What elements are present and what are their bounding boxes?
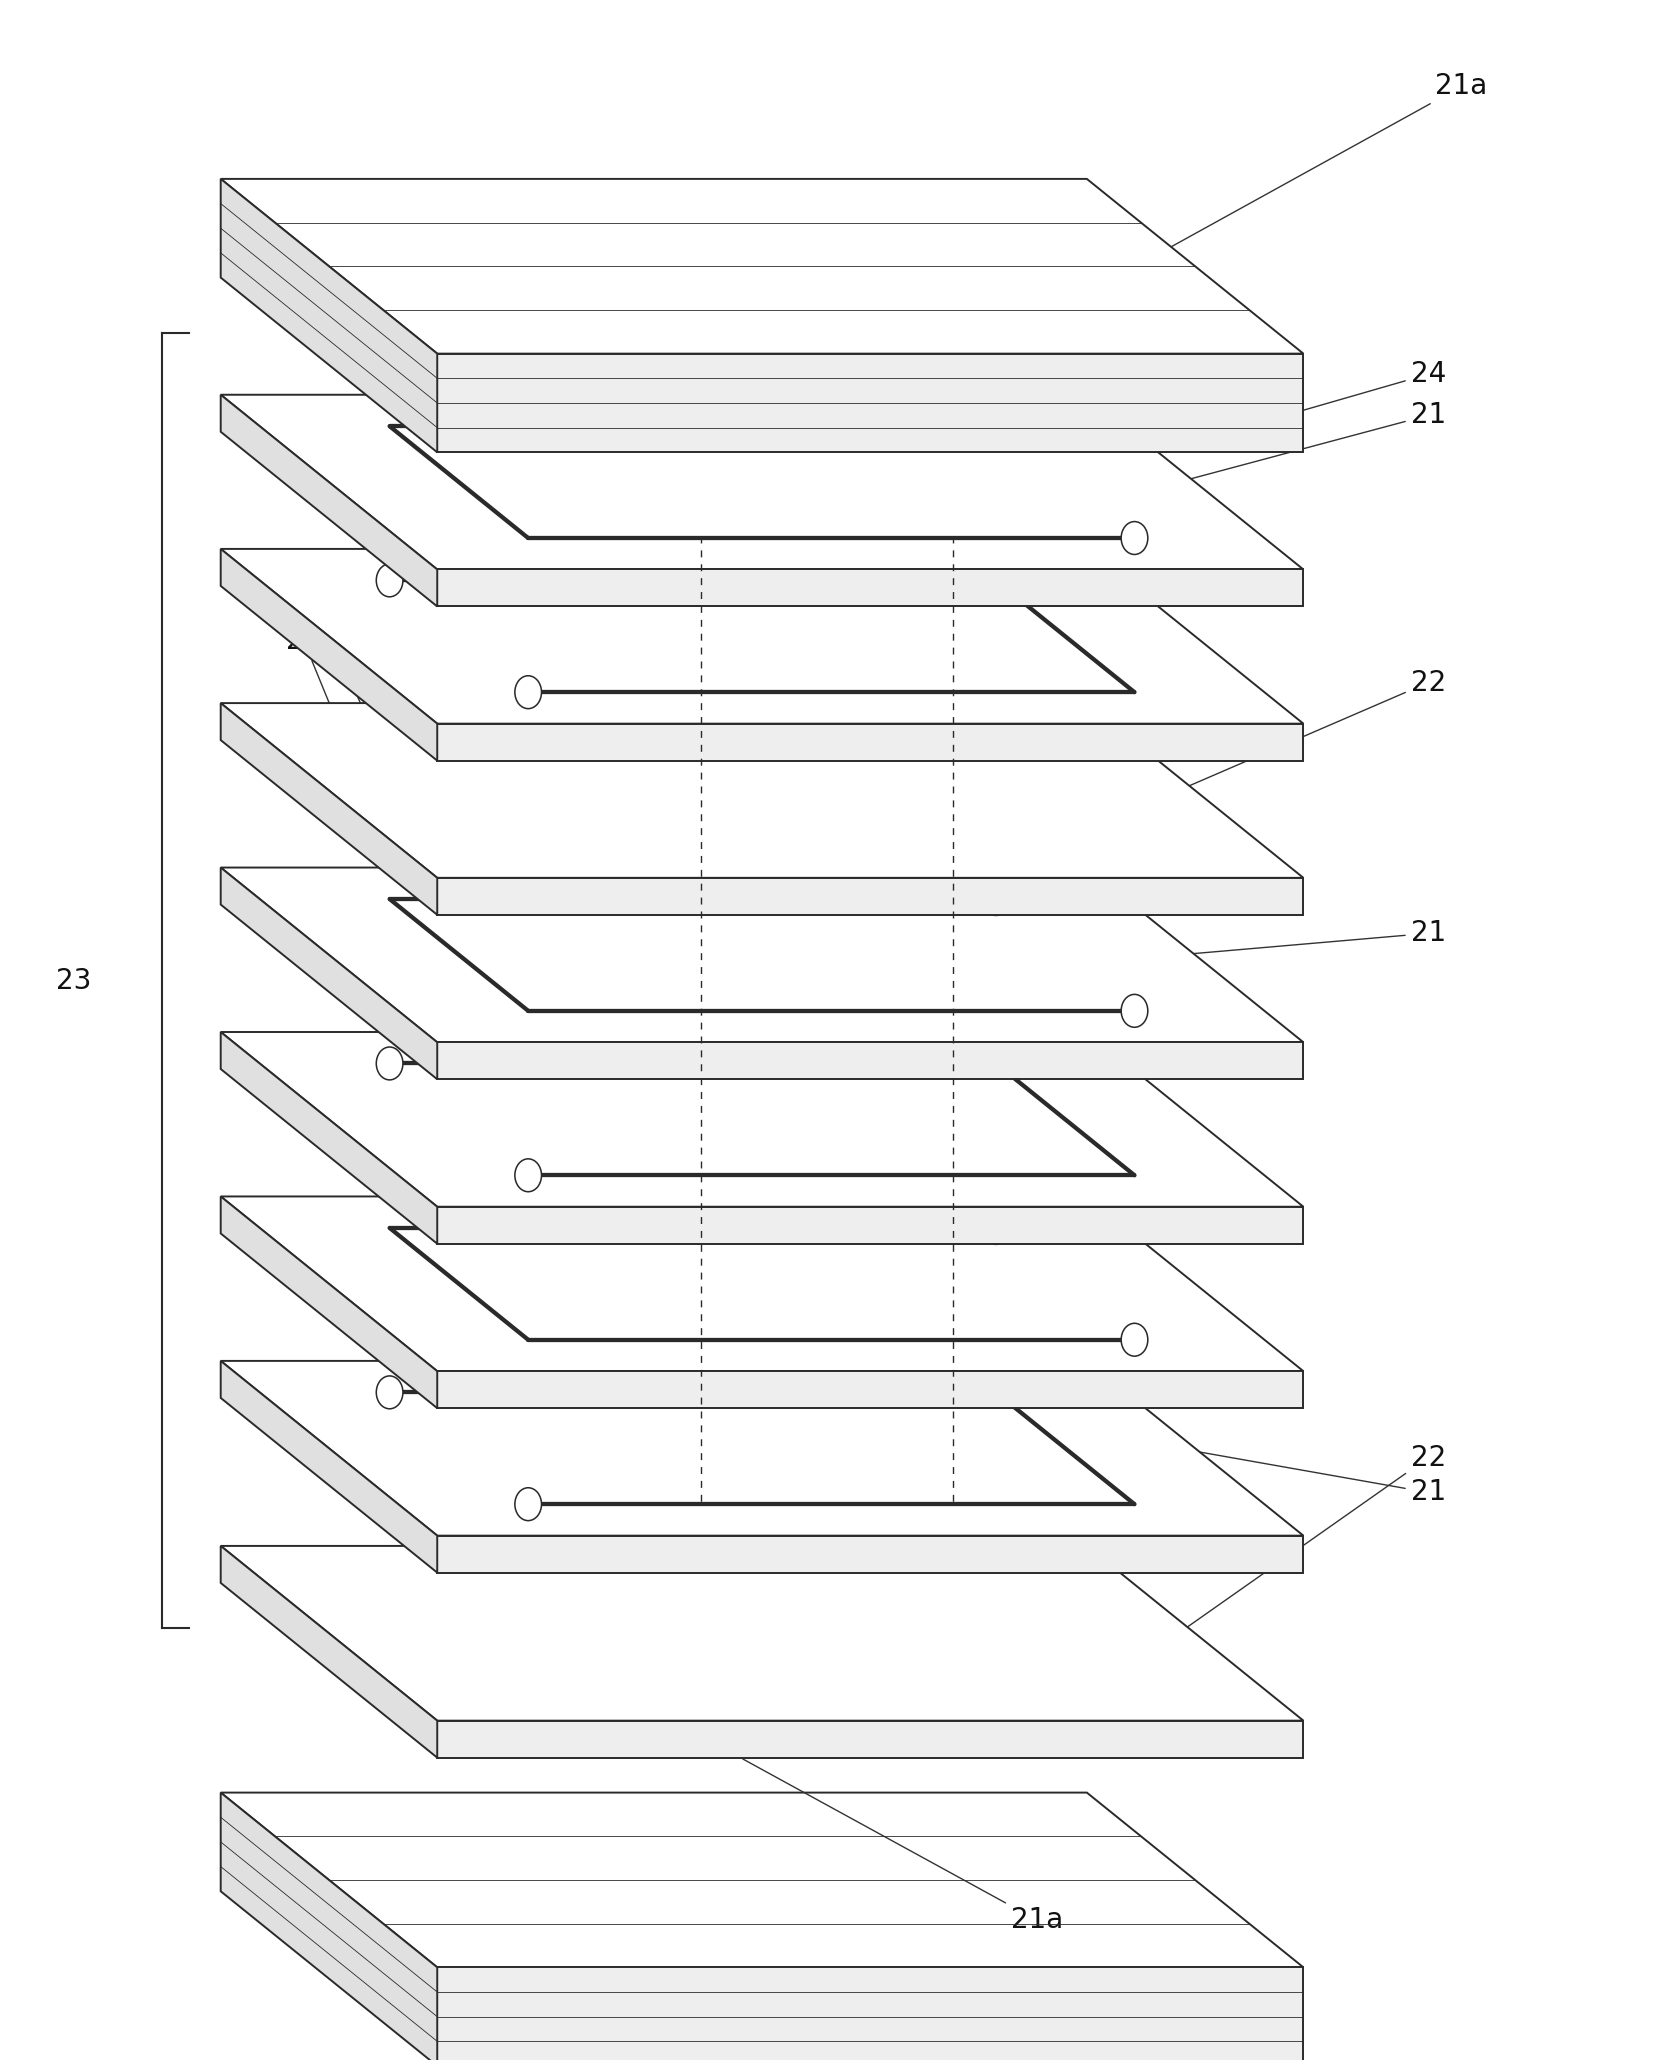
Polygon shape (437, 724, 1303, 762)
Circle shape (982, 1212, 1009, 1245)
Polygon shape (437, 1721, 1303, 1759)
Polygon shape (221, 1197, 437, 1408)
Polygon shape (221, 1794, 437, 2064)
Polygon shape (221, 1032, 1303, 1207)
Circle shape (982, 883, 1009, 916)
Text: 22: 22 (1181, 669, 1445, 788)
Polygon shape (221, 704, 437, 914)
Polygon shape (437, 877, 1303, 914)
Circle shape (515, 675, 540, 708)
Polygon shape (221, 704, 1303, 877)
Polygon shape (437, 1370, 1303, 1408)
Polygon shape (221, 180, 1303, 353)
Text: 21: 21 (1181, 400, 1445, 481)
Polygon shape (221, 1360, 1303, 1536)
Polygon shape (437, 1967, 1303, 2064)
Polygon shape (221, 394, 437, 607)
Text: 24: 24 (308, 586, 463, 908)
Text: 22: 22 (1179, 1443, 1445, 1633)
Polygon shape (221, 1794, 1303, 1967)
Circle shape (1121, 995, 1148, 1028)
Polygon shape (221, 1546, 437, 1759)
Polygon shape (221, 549, 437, 762)
Text: 24: 24 (905, 361, 1445, 524)
Polygon shape (221, 867, 1303, 1042)
Circle shape (1121, 522, 1148, 555)
Polygon shape (221, 549, 1303, 724)
Circle shape (376, 563, 403, 596)
Polygon shape (437, 570, 1303, 607)
Circle shape (982, 411, 1009, 442)
Polygon shape (437, 353, 1303, 452)
Circle shape (376, 1377, 403, 1410)
Text: 22: 22 (286, 627, 360, 778)
Polygon shape (221, 394, 1303, 570)
Circle shape (376, 1046, 403, 1079)
Polygon shape (437, 1042, 1303, 1079)
Polygon shape (221, 1546, 1303, 1721)
Circle shape (1121, 1323, 1148, 1356)
Polygon shape (437, 1207, 1303, 1245)
Polygon shape (221, 1197, 1303, 1370)
Polygon shape (221, 1360, 437, 1573)
Text: 21a: 21a (743, 1759, 1062, 1934)
Polygon shape (221, 180, 437, 452)
Circle shape (515, 1488, 540, 1521)
Text: 21: 21 (1181, 918, 1445, 956)
Text: 23: 23 (57, 966, 92, 995)
Polygon shape (221, 867, 437, 1079)
Polygon shape (221, 1032, 437, 1245)
Text: 21a: 21a (1067, 72, 1487, 303)
Text: 21: 21 (1181, 1449, 1445, 1507)
Polygon shape (437, 1536, 1303, 1573)
Circle shape (515, 1158, 540, 1191)
